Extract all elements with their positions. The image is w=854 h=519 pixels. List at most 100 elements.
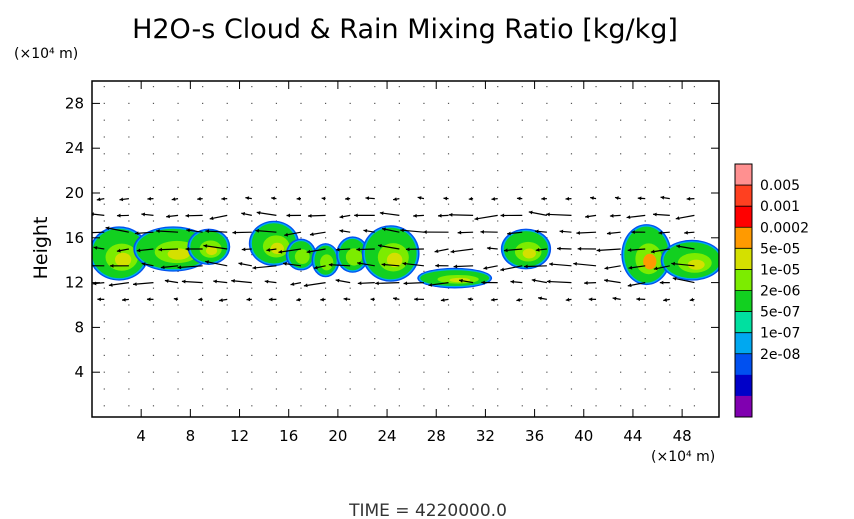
grid-dot xyxy=(398,136,400,138)
wind-vector-head xyxy=(628,265,633,270)
wind-vector xyxy=(205,260,228,267)
grid-dot xyxy=(620,371,622,373)
grid-dot xyxy=(275,388,278,390)
grid-dot xyxy=(374,203,376,205)
wind-vector-head xyxy=(209,216,214,221)
grid-dot xyxy=(251,354,253,356)
grid-dot xyxy=(128,153,130,155)
grid-dot xyxy=(669,86,671,88)
grid-dot xyxy=(128,354,130,356)
grid-dot xyxy=(152,388,155,390)
grid-dot xyxy=(546,220,548,222)
grid-dot xyxy=(472,321,474,323)
grid-dot xyxy=(398,405,400,407)
grid-dot xyxy=(398,102,400,104)
grid-dot xyxy=(374,354,376,356)
grid-dot xyxy=(521,220,523,222)
grid-dot xyxy=(275,186,278,188)
grid-dot xyxy=(620,388,622,390)
grid-dot xyxy=(349,371,351,373)
wind-vector-head xyxy=(565,297,570,302)
wind-vector-head xyxy=(584,281,588,285)
wind-vector-head xyxy=(339,214,344,219)
grid-dot xyxy=(546,102,548,104)
grid-dot xyxy=(472,304,474,306)
grid-dot xyxy=(595,86,597,88)
grid-dot xyxy=(177,321,179,323)
grid-dot xyxy=(349,321,351,323)
grid-dot xyxy=(447,405,450,407)
wind-vector-head xyxy=(604,278,608,283)
grid-dot xyxy=(693,321,696,323)
grid-dot xyxy=(521,153,523,155)
wind-vector-head xyxy=(356,247,360,252)
wind-vector-head xyxy=(631,230,635,235)
wind-vector-head xyxy=(481,280,485,285)
grid-dot xyxy=(226,338,228,340)
grid-dot xyxy=(226,119,228,121)
grid-dot xyxy=(202,153,204,155)
grid-dot xyxy=(177,405,179,407)
grid-dot xyxy=(324,86,327,88)
grid-dot xyxy=(128,405,130,407)
wind-vector-head xyxy=(658,230,663,235)
grid-dot xyxy=(152,354,155,356)
grid-dot xyxy=(226,321,228,323)
wind-vector-head xyxy=(573,261,577,266)
grid-dot xyxy=(128,102,130,104)
grid-dot xyxy=(497,136,499,138)
grid-dot xyxy=(128,119,130,121)
grid-dot xyxy=(152,220,155,222)
wind-vector-head xyxy=(448,212,453,217)
wind-vector-head xyxy=(459,278,463,283)
grid-dot xyxy=(693,371,696,373)
wind-vector-head xyxy=(486,246,491,251)
grid-dot xyxy=(349,136,351,138)
grid-dot xyxy=(251,388,253,390)
grid-dot xyxy=(152,186,155,188)
grid-dot xyxy=(374,338,376,340)
grid-dot xyxy=(595,203,597,205)
cloud-blob-core xyxy=(522,248,536,259)
grid-dot xyxy=(546,371,548,373)
grid-dot xyxy=(472,254,474,256)
grid-dot xyxy=(226,86,228,88)
wind-vector-head xyxy=(413,213,417,218)
wind-vector-head xyxy=(97,297,101,302)
grid-dot xyxy=(202,136,204,138)
grid-dot xyxy=(202,304,204,306)
wind-vector-head xyxy=(676,244,681,249)
wind-vector-head xyxy=(637,196,642,201)
wind-vector-head xyxy=(339,229,344,233)
grid-dot xyxy=(324,304,327,306)
wind-vector xyxy=(156,230,179,233)
grid-dot xyxy=(275,321,278,323)
grid-dot xyxy=(423,354,425,356)
wind-vector-head xyxy=(507,231,511,236)
wind-vector-head xyxy=(453,264,458,269)
wind-vector-head xyxy=(119,197,124,202)
grid-dot xyxy=(300,405,302,407)
grid-dot xyxy=(202,388,204,390)
wind-vector-head xyxy=(546,212,550,217)
grid-dot xyxy=(300,237,302,239)
grid-dot xyxy=(497,304,499,306)
wind-vector xyxy=(105,227,129,233)
grid-dot xyxy=(226,136,228,138)
y-tick-label: 28 xyxy=(65,94,84,112)
grid-dot xyxy=(669,153,671,155)
wind-vector-head xyxy=(328,262,333,267)
grid-dot xyxy=(620,119,622,121)
grid-dot xyxy=(423,254,425,256)
wind-vector-head xyxy=(672,276,677,281)
wind-vector-head xyxy=(535,247,540,252)
grid-dot xyxy=(275,405,278,407)
wind-vector-head xyxy=(457,230,462,235)
grid-dot xyxy=(324,354,327,356)
grid-dot xyxy=(324,170,327,172)
wind-vector-head xyxy=(557,246,561,251)
x-tick-label: 48 xyxy=(673,427,692,445)
wind-vector-head xyxy=(166,214,170,219)
grid-dot xyxy=(423,136,425,138)
